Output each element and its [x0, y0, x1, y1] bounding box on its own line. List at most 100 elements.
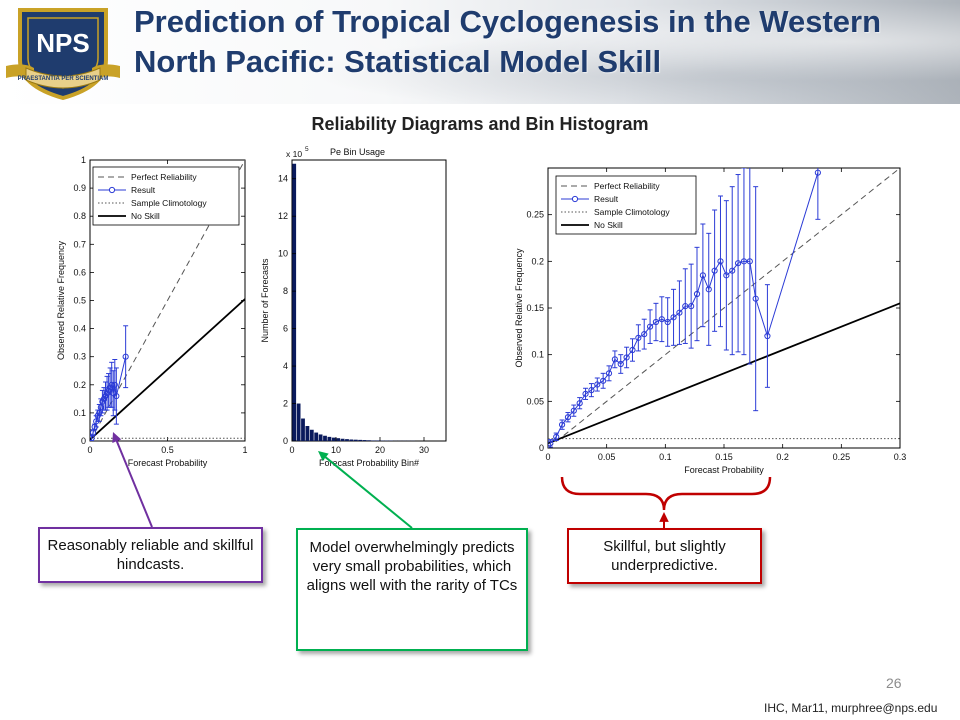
red-arrow-head: [659, 512, 669, 522]
result-point: [676, 309, 683, 316]
y-axis-label: Number of Forecasts: [260, 258, 270, 343]
purple-arrow-head: [112, 432, 122, 443]
x-tick-label: 0.15: [715, 452, 733, 462]
y-multiplier-label: x 10: [286, 149, 302, 159]
result-point: [646, 323, 654, 330]
y-tick-label: 14: [278, 174, 288, 184]
y-tick-label: 0.7: [73, 239, 86, 249]
no-skill-line: [90, 298, 245, 441]
y-tick-label: 0.4: [73, 324, 86, 334]
result-point: [548, 440, 554, 447]
result-point: [764, 332, 771, 340]
histogram-title: Pe Bin Usage: [330, 147, 385, 157]
y-tick-label: 0.5: [73, 296, 86, 306]
nps-logo: NPS PRAESTANTIA PER SCIENTIAM: [6, 8, 120, 100]
y-tick-label: 0: [539, 443, 544, 453]
x-tick-label: 0: [545, 452, 550, 462]
result-point: [705, 286, 712, 293]
result-point: [91, 423, 98, 431]
slide-title: Prediction of Tropical Cyclogenesis in t…: [134, 4, 882, 79]
legend-label: No Skill: [594, 220, 623, 230]
result-point: [734, 260, 742, 267]
result-point: [93, 418, 100, 425]
result-point: [699, 272, 706, 279]
result-point: [600, 377, 607, 384]
page-number: 26: [886, 675, 902, 691]
histogram-bar: [309, 429, 314, 441]
y-tick-label: 8: [283, 286, 288, 296]
histogram-bar: [327, 436, 332, 441]
y-multiplier-exponent: 5: [305, 146, 309, 153]
result-point: [90, 435, 95, 441]
result-point: [635, 334, 642, 341]
x-tick-label: 10: [331, 445, 341, 455]
result-point: [664, 318, 671, 326]
legend-label: Perfect Reliability: [131, 172, 197, 182]
result-point: [682, 303, 689, 310]
histogram-bar: [358, 439, 363, 441]
y-axis-label: Observed Relative Frequency: [56, 240, 66, 360]
x-axis-label: Forecast Probability: [128, 458, 208, 468]
histogram-bar: [305, 426, 310, 441]
result-point: [564, 414, 572, 421]
y-tick-label: 0.3: [73, 352, 86, 362]
y-tick-label: 4: [283, 361, 288, 371]
result-point: [717, 258, 724, 265]
result-point: [96, 409, 103, 416]
y-tick-label: 0.6: [73, 267, 86, 277]
x-tick-label: 0: [87, 445, 92, 455]
histogram-bar: [296, 403, 301, 441]
x-tick-label: 0.1: [659, 452, 672, 462]
y-tick-label: 0.1: [531, 350, 544, 360]
histogram-bar: [349, 439, 354, 441]
legend-label: No Skill: [131, 211, 160, 221]
y-tick-label: 0.05: [526, 396, 544, 406]
x-tick-label: 0.2: [776, 452, 789, 462]
x-tick-label: 1: [242, 445, 247, 455]
legend-result-marker: [571, 195, 579, 203]
histogram-bar: [353, 439, 358, 441]
result-point: [711, 267, 718, 274]
callout-reliable: Reasonably reliable and skillful hindcas…: [38, 527, 263, 583]
histogram-bar: [362, 440, 367, 441]
histogram-bar: [336, 438, 341, 441]
y-tick-label: 0.1: [73, 408, 86, 418]
slide-subtitle: Reliability Diagrams and Bin Histogram: [311, 114, 649, 134]
result-point: [723, 272, 730, 279]
callout-underpredictive: Skillful, but slightly underpredictive.: [567, 528, 762, 584]
result-point: [814, 169, 821, 176]
result-point: [90, 429, 97, 436]
result-point: [752, 295, 759, 302]
result-point: [729, 267, 736, 274]
perfect-reliability-line: [548, 168, 900, 448]
histogram-bar: [371, 440, 376, 441]
x-tick-label: 0.25: [833, 452, 851, 462]
green-arrow-shaft: [322, 454, 413, 529]
y-tick-label: 0.8: [73, 211, 86, 221]
y-tick-label: 1: [81, 155, 86, 165]
result-point: [553, 433, 560, 440]
y-tick-label: 0.25: [526, 210, 544, 220]
legend-result-marker: [108, 186, 116, 194]
result-point: [108, 381, 115, 388]
plot-content: [90, 160, 245, 441]
histogram-bar: [318, 434, 323, 441]
result-point: [558, 421, 566, 428]
histogram-bar: [345, 439, 349, 441]
result-point: [670, 314, 677, 321]
result-point: [688, 303, 695, 310]
x-tick-label: 20: [375, 445, 385, 455]
result-point: [97, 404, 104, 411]
histogram-bar: [331, 437, 336, 441]
y-axis-label: Observed Relative Frequency: [514, 248, 524, 368]
no-skill-line: [548, 302, 900, 445]
result-point: [617, 360, 624, 368]
y-tick-label: 0: [283, 436, 288, 446]
y-tick-label: 0.15: [526, 303, 544, 313]
result-point: [652, 318, 660, 326]
result-point: [605, 370, 613, 377]
legend-label: Result: [594, 194, 619, 204]
result-point: [576, 400, 583, 407]
title-banner: [0, 0, 960, 104]
